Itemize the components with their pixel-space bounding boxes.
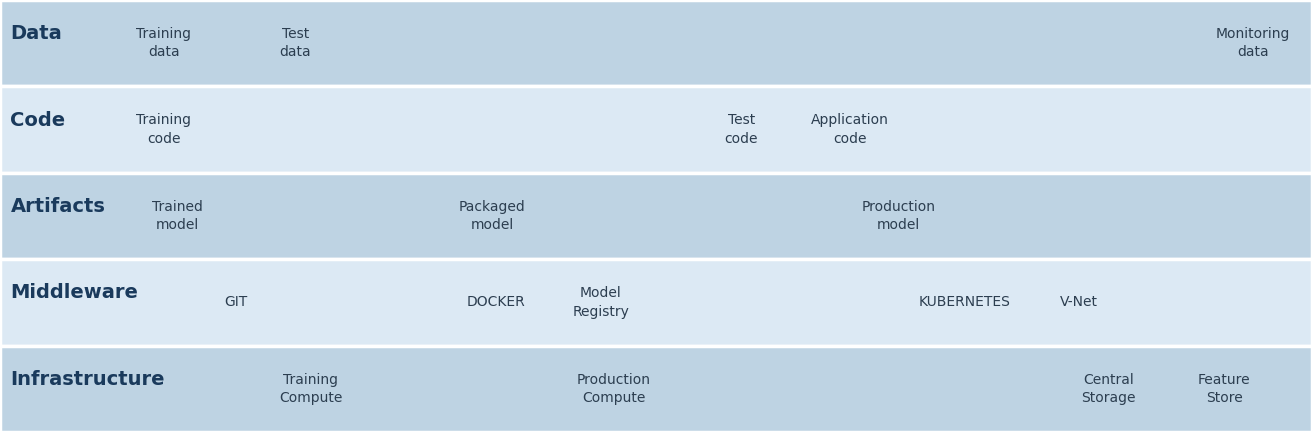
Text: Monitoring
data: Monitoring data [1216,27,1290,59]
Text: V-Net: V-Net [1060,295,1097,309]
Text: Model
Registry: Model Registry [572,286,630,319]
Bar [0,259,1312,346]
Text: Central
Storage: Central Storage [1081,372,1136,405]
Text: Artifacts: Artifacts [10,197,105,216]
Text: Feature
Store: Feature Store [1198,372,1250,405]
Text: DOCKER: DOCKER [467,295,525,309]
Bar [0,0,1312,86]
Text: Training
data: Training data [136,27,192,59]
Text: Trained
model: Trained model [152,200,202,232]
Text: Test
code: Test code [724,114,758,146]
Text: Application
code: Application code [811,114,890,146]
Text: KUBERNETES: KUBERNETES [918,295,1010,309]
Text: Training
Compute: Training Compute [279,372,342,405]
Text: Production
Compute: Production Compute [577,372,651,405]
Text: Code: Code [10,111,66,130]
Text: Infrastructure: Infrastructure [10,370,165,389]
Text: Training
code: Training code [136,114,192,146]
Text: Packaged
model: Packaged model [459,200,525,232]
Text: Production
model: Production model [862,200,935,232]
Text: Data: Data [10,24,62,43]
Text: Test
data: Test data [279,27,311,59]
Bar [0,86,1312,173]
Text: Middleware: Middleware [10,283,138,302]
Text: GIT: GIT [224,295,248,309]
Bar [0,346,1312,432]
Bar [0,173,1312,259]
